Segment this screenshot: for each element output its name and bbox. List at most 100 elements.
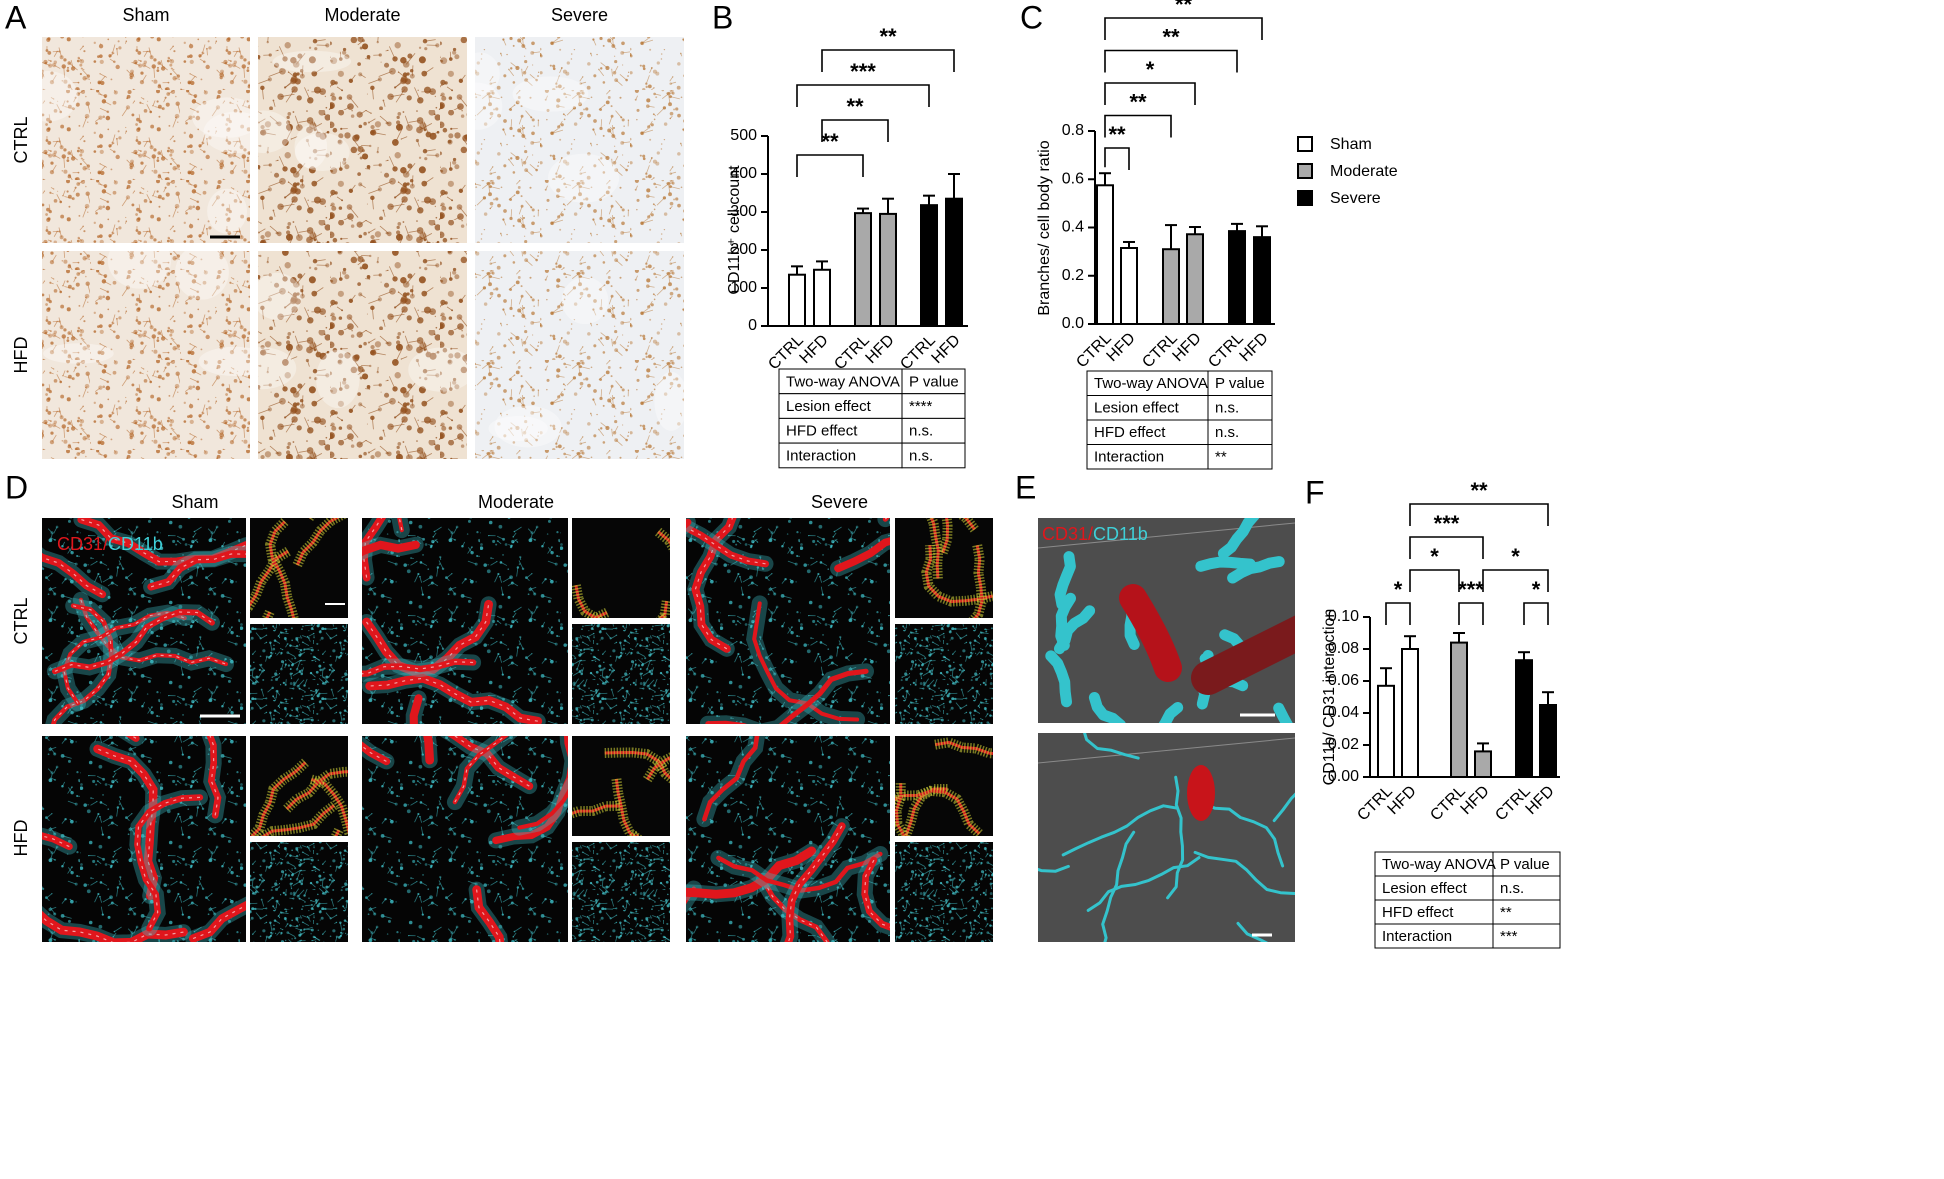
table-cell	[1207, 370, 1273, 396]
micrograph	[362, 736, 568, 942]
y-tick-label: 200	[730, 241, 757, 258]
table-text: n.s.	[1215, 400, 1239, 417]
vessel	[705, 668, 869, 724]
stain-label: CD31/CD11b	[1042, 524, 1148, 544]
table-cell	[778, 393, 903, 419]
vessel	[188, 900, 246, 942]
pale-area	[547, 153, 620, 203]
table-text: Lesion effect	[786, 398, 872, 415]
outline	[572, 801, 620, 819]
outline	[895, 783, 910, 836]
microglia	[1086, 856, 1201, 912]
legend-label: Moderate	[1330, 163, 1398, 180]
micrograph	[895, 842, 993, 942]
table-text: **	[1215, 449, 1227, 466]
significance-label: **	[1162, 24, 1180, 49]
vessel-3d	[1191, 615, 1295, 695]
vessel	[834, 537, 890, 573]
microglia	[1038, 864, 1070, 873]
vessel-core	[763, 880, 828, 942]
pale-area	[408, 347, 467, 392]
significance-bracket	[1104, 17, 1263, 40]
pale-area	[198, 346, 250, 376]
column-label: Sham	[171, 492, 218, 512]
vessel	[452, 736, 509, 805]
vessel-core	[52, 605, 113, 724]
table-text: Interaction	[786, 447, 856, 464]
significance-bracket	[821, 119, 889, 142]
outline	[604, 747, 670, 784]
micrograph	[258, 251, 467, 459]
micrograph-bg	[572, 842, 670, 942]
stain-red: CD31/	[1042, 524, 1093, 544]
bar	[1228, 230, 1246, 325]
y-tick-label: 0.10	[1328, 608, 1359, 625]
micrograph-bg	[42, 37, 250, 243]
vessel-core	[42, 915, 184, 942]
y-axis-label: CD11b⁺ cell count	[726, 165, 743, 295]
vessel	[686, 846, 817, 899]
table-text: P value	[1215, 375, 1265, 392]
microglia	[1236, 921, 1269, 942]
table-text: HFD effect	[786, 423, 858, 440]
pale-area	[192, 97, 250, 138]
significance-label: **	[1108, 122, 1126, 147]
pale-area	[258, 272, 302, 320]
significance-bracket	[1409, 503, 1549, 526]
outline	[895, 785, 983, 836]
table-cell	[1207, 419, 1273, 445]
table-cell	[901, 393, 966, 419]
micrograph-bg	[686, 518, 890, 724]
bar	[1096, 184, 1114, 325]
micrograph-bg	[258, 37, 467, 243]
bar	[1186, 233, 1204, 326]
pale-area	[258, 110, 292, 154]
outline	[253, 801, 338, 836]
vessel-core	[81, 519, 246, 563]
vessel-core	[694, 518, 734, 650]
microglia	[1272, 792, 1295, 823]
bar	[945, 197, 963, 327]
micrograph	[250, 842, 348, 942]
bar	[1162, 248, 1180, 325]
y-tick-label: 300	[730, 203, 757, 220]
table-text: n.s.	[1215, 424, 1239, 441]
column-label: Severe	[811, 492, 868, 512]
table-text: P value	[909, 373, 959, 390]
x-tick-label: HFD	[863, 332, 898, 367]
micrograph	[572, 624, 670, 724]
stain-label: CD31/CD11b	[57, 534, 163, 554]
panel-letter: A	[5, 0, 27, 35]
outline	[921, 544, 993, 607]
outline	[611, 778, 643, 836]
pale-area	[512, 76, 589, 112]
pale-area	[294, 125, 328, 169]
significance-bracket	[796, 154, 864, 177]
outline	[250, 758, 309, 836]
vessel-core	[150, 553, 246, 588]
microglia	[1054, 551, 1076, 610]
outline	[309, 774, 348, 836]
table-text: n.s.	[1500, 880, 1524, 897]
vessel	[752, 601, 860, 722]
significance-bracket	[1409, 536, 1484, 559]
outline	[968, 544, 988, 618]
bar	[854, 212, 872, 327]
column-label: Moderate	[324, 5, 400, 25]
microglia	[1166, 775, 1185, 900]
vessel-3d	[1187, 765, 1215, 821]
box-edge	[1038, 737, 1295, 764]
significance-label: *	[1511, 544, 1520, 569]
table-text: HFD effect	[1382, 904, 1454, 921]
significance-label: *	[1394, 577, 1403, 602]
pale-area	[488, 415, 548, 441]
vessel-core	[136, 796, 201, 929]
micrograph	[42, 37, 250, 243]
vessel-core	[787, 825, 843, 942]
panel-letter: B	[712, 0, 733, 35]
column-label: Sham	[122, 5, 169, 25]
table-cell	[901, 417, 966, 444]
y-tick-label: 0.2	[1062, 267, 1084, 284]
pale-area	[207, 188, 248, 234]
x-tick-label: HFD	[1237, 330, 1272, 365]
